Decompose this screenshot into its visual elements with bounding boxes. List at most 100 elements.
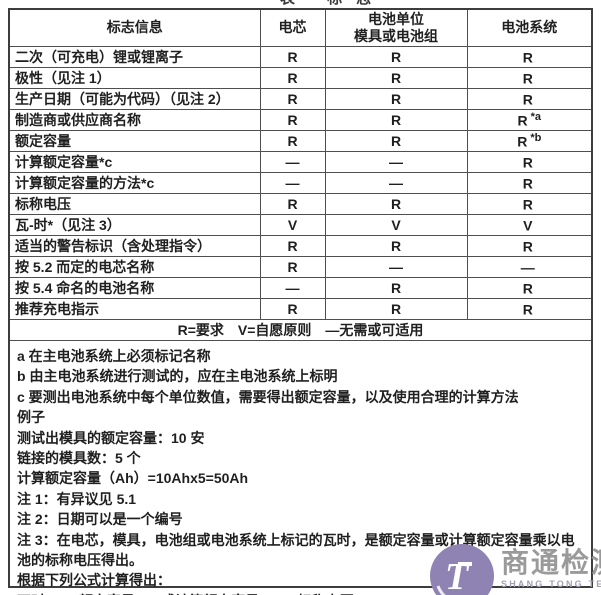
row-label: 瓦-时*（见注 3）	[10, 213, 261, 236]
row-label: 推荐充电指示	[10, 297, 261, 320]
row-label: 适当的警告标识（含处理指令）	[10, 234, 261, 257]
cell-requirement: R	[259, 129, 326, 152]
table-row: 制造商或供应商名称 R R R *a	[10, 108, 591, 131]
row-label: 生产日期（可能为代码）（见注 2）	[10, 87, 261, 110]
battery-unit-line1: 电池单位	[368, 10, 424, 27]
table-row: 二次（可充电）锂或锂离子 R R R	[10, 45, 591, 68]
cell-requirement: R	[259, 45, 326, 68]
system-requirement: R	[466, 297, 591, 320]
unit-requirement: R	[324, 108, 468, 131]
col-header-marking-info: 标志信息	[10, 10, 261, 47]
note-line: 根据下列公式计算得出：	[17, 572, 171, 589]
table-row: 推荐充电指示 R R R	[10, 297, 591, 320]
table-row: 标称电压 R R R	[10, 192, 591, 215]
unit-requirement: R	[324, 129, 468, 152]
requirement-value: R	[522, 175, 533, 192]
unit-requirement: R	[324, 192, 468, 215]
unit-requirement: V	[324, 213, 468, 236]
note-line: 例子	[17, 409, 45, 426]
cell-requirement: —	[259, 171, 326, 194]
table-row: 生产日期（可能为代码）（见注 2） R R R	[10, 87, 591, 110]
cell-requirement: R	[259, 234, 326, 257]
requirement-value: R	[522, 238, 533, 255]
table-row: 按 5.2 而定的电芯名称 R — —	[10, 255, 591, 278]
col-header-battery-unit: 电池单位 模具或电池组	[324, 10, 468, 47]
marking-requirements-table: 标志信息 电芯 电池单位 模具或电池组 电池系统 二次（可充电）锂或锂离子 R …	[10, 10, 591, 340]
requirement-value: R	[522, 301, 533, 318]
system-requirement: R	[466, 192, 591, 215]
cell-requirement: R	[259, 87, 326, 110]
notes-section: a 在主电池系统上必须标记名称 b 由主电池系统进行测试的，应在主电池系统上标明…	[10, 340, 591, 595]
table-row: 按 5.4 命名的电池名称 — R R	[10, 276, 591, 299]
footnote-marker: *b	[530, 131, 542, 144]
cell-requirement: —	[259, 276, 326, 299]
note-line: a 在主电池系统上必须标记名称	[17, 348, 211, 364]
system-requirement: R	[466, 150, 591, 173]
row-label: 按 5.2 而定的电芯名称	[10, 255, 261, 278]
cell-requirement: R	[259, 255, 326, 278]
requirement-value: —	[520, 259, 535, 276]
cell-requirement: R	[259, 192, 326, 215]
note-line: 测试出模具的额定容量：10 安	[17, 429, 205, 446]
table-caption-fragment: 表 标志	[280, 0, 385, 8]
table-footer: R=要求 V=自愿原则 —无需或可适用	[10, 318, 591, 340]
battery-unit-line2: 模具或电池组	[354, 27, 438, 44]
table-row: 计算额定容量的方法*c — — R	[10, 171, 591, 194]
system-requirement: V	[466, 213, 591, 236]
legend-row: R=要求 V=自愿原则 —无需或可适用	[10, 318, 591, 340]
table-row: 瓦-时*（见注 3） V V V	[10, 213, 591, 236]
row-label: 制造商或供应商名称	[10, 108, 261, 131]
requirement-value: R	[522, 154, 533, 171]
table-header: 标志信息 电芯 电池单位 模具或电池组 电池系统	[10, 10, 591, 47]
row-label: 计算额定容量的方法*c	[10, 171, 261, 194]
system-requirement: R *a	[466, 108, 591, 131]
row-label: 极性（见注 1）	[10, 66, 261, 89]
requirement-value: R	[517, 112, 528, 129]
cell-requirement: —	[259, 150, 326, 173]
note-line: 注 2：日期可以是一个编号	[17, 511, 183, 528]
note-line: 注 3：在电芯，模具，电池组或电池系统上标记的瓦时，是额定容量或计算额定容量乘以…	[17, 531, 575, 569]
unit-requirement: R	[324, 234, 468, 257]
requirement-value: V	[523, 217, 533, 234]
system-requirement: —	[466, 255, 591, 278]
table-frame: 标志信息 电芯 电池单位 模具或电池组 电池系统 二次（可充电）锂或锂离子 R …	[8, 8, 593, 595]
system-requirement: R	[466, 171, 591, 194]
system-requirement: R	[466, 87, 591, 110]
row-label: 额定容量	[10, 129, 261, 152]
requirement-value: R	[522, 70, 533, 87]
unit-requirement: —	[324, 150, 468, 173]
requirement-value: R	[517, 133, 528, 150]
note-line: 注 1：有异议见 5.1	[17, 490, 137, 507]
cell-requirement: V	[259, 213, 326, 236]
table-body: 二次（可充电）锂或锂离子 R R R 极性（见注 1） R R R 生产日期（可…	[10, 45, 591, 320]
row-label: 按 5.4 命名的电池名称	[10, 276, 261, 299]
note-line: 瓦时 Wh=额定容量 Ah 或计算额定容量 Ah x 标称电压 V	[17, 591, 583, 595]
unit-requirement: R	[324, 45, 468, 68]
cell-requirement: R	[259, 297, 326, 320]
unit-requirement: R	[324, 276, 468, 299]
unit-requirement: —	[324, 171, 468, 194]
system-requirement: R	[466, 234, 591, 257]
note-line: c 要测出电池系统中每个单位数值，需要得出额定容量，以及使用合理的计算方法	[17, 388, 519, 405]
cell-requirement: R	[259, 108, 326, 131]
unit-requirement: R	[324, 297, 468, 320]
requirement-value: R	[522, 280, 533, 297]
note-line: 链接的模具数：5 个	[17, 450, 141, 467]
table-row: 极性（见注 1） R R R	[10, 66, 591, 89]
table-row: 额定容量 R R R *b	[10, 129, 591, 152]
table-row: 计算额定容量*c — — R	[10, 150, 591, 173]
caption-text: 表 标志	[280, 0, 385, 7]
header-row: 标志信息 电芯 电池单位 模具或电池组 电池系统	[10, 10, 591, 47]
row-label: 二次（可充电）锂或锂离子	[10, 45, 261, 68]
requirement-value: R	[522, 91, 533, 108]
unit-requirement: R	[324, 87, 468, 110]
row-label: 计算额定容量*c	[10, 150, 261, 173]
unit-requirement: R	[324, 66, 468, 89]
system-requirement: R	[466, 276, 591, 299]
col-header-battery-system: 电池系统	[466, 10, 591, 47]
footnote-marker: *a	[530, 110, 542, 123]
col-header-cell: 电芯	[259, 10, 326, 47]
note-line: 计算额定容量（Ah）=10Ahx5=50Ah	[17, 470, 249, 487]
legend-text: R=要求 V=自愿原则 —无需或可适用	[10, 318, 591, 340]
